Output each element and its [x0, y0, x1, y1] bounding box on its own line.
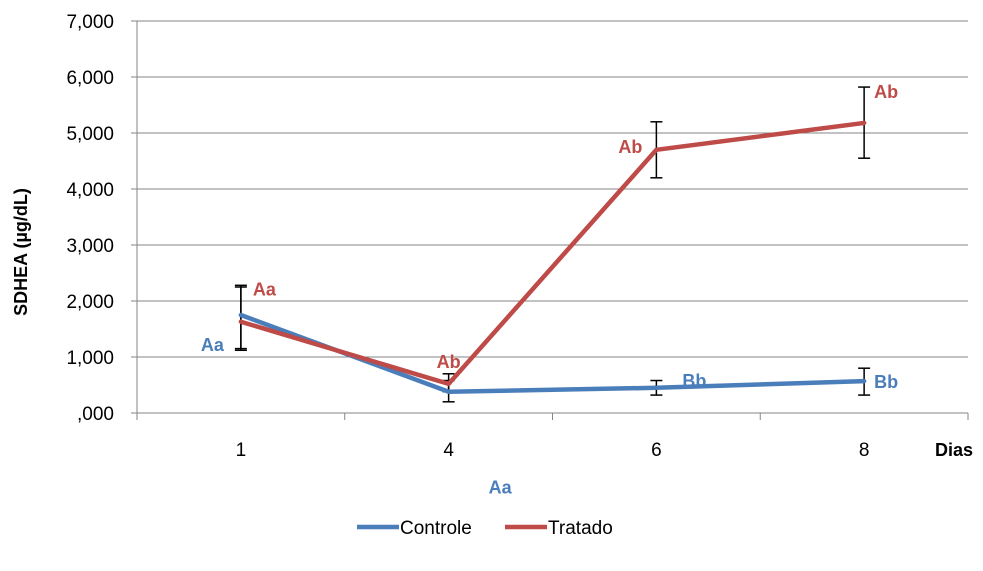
legend-label: Tratado	[548, 518, 613, 539]
y-tick-label: 6,000	[66, 68, 114, 89]
x-axis: 1 4 6 8	[136, 413, 969, 461]
data-label: Bb	[874, 372, 898, 392]
legend: Controle Tratado	[357, 518, 613, 539]
series-line-controle	[238, 312, 867, 394]
series-line-tratado	[238, 120, 867, 387]
x-axis-title: Dias	[935, 440, 973, 460]
data-labels: Aa Aa Bb Bb Aa Ab Ab Ab	[201, 82, 898, 498]
legend-item-controle: Controle	[357, 518, 472, 539]
error-bars	[234, 86, 871, 403]
x-tick-label: 8	[859, 440, 870, 461]
y-axis: ,000 1,000 2,000 3,000 4,000 5,000 6,000 7,000	[66, 12, 138, 425]
y-tick-label: ,000	[77, 404, 114, 425]
data-label: Ab	[437, 352, 461, 372]
x-tick-label: 1	[236, 440, 247, 461]
legend-item-tratado: Tratado	[505, 518, 613, 539]
y-tick-label: 3,000	[66, 236, 114, 257]
data-label: Ab	[618, 137, 642, 157]
y-axis-title: SDHEA (µg/dL)	[11, 188, 31, 316]
series-lines	[238, 120, 867, 394]
data-label: Aa	[253, 280, 277, 300]
gridlines	[137, 20, 968, 414]
y-tick-label: 5,000	[66, 124, 114, 145]
error-bar	[234, 284, 247, 352]
data-label: Ab	[874, 82, 898, 102]
legend-label: Controle	[400, 518, 472, 539]
y-tick-label: 2,000	[66, 292, 114, 313]
y-tick-label: 1,000	[66, 348, 114, 369]
y-tick-label: 4,000	[66, 180, 114, 201]
data-label: Aa	[489, 478, 513, 498]
x-tick-label: 6	[651, 440, 662, 461]
x-tick-label: 4	[443, 440, 454, 461]
data-label: Aa	[201, 335, 225, 355]
data-label: Bb	[682, 371, 706, 391]
y-tick-label: 7,000	[66, 12, 114, 33]
